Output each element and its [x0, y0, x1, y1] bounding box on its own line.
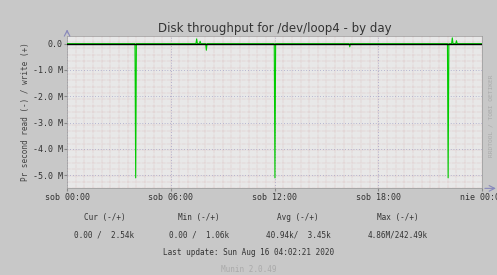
- Text: Cur (-/+): Cur (-/+): [83, 213, 125, 222]
- Text: Min (-/+): Min (-/+): [178, 213, 220, 222]
- Text: Last update: Sun Aug 16 04:02:21 2020: Last update: Sun Aug 16 04:02:21 2020: [163, 248, 334, 257]
- Text: 4.86M/242.49k: 4.86M/242.49k: [368, 231, 427, 240]
- Text: Munin 2.0.49: Munin 2.0.49: [221, 265, 276, 274]
- Text: Avg (-/+): Avg (-/+): [277, 213, 319, 222]
- Y-axis label: Pr second read (-) / write (+): Pr second read (-) / write (+): [21, 43, 30, 182]
- Text: 0.00 /  1.06k: 0.00 / 1.06k: [169, 231, 229, 240]
- Text: Max (-/+): Max (-/+): [377, 213, 418, 222]
- Text: 0.00 /  2.54k: 0.00 / 2.54k: [75, 231, 134, 240]
- Title: Disk throughput for /dev/loop4 - by day: Disk throughput for /dev/loop4 - by day: [158, 21, 392, 35]
- Text: 40.94k/  3.45k: 40.94k/ 3.45k: [266, 231, 331, 240]
- Text: RRDTOOL / TOBI OETIKER: RRDTOOL / TOBI OETIKER: [489, 74, 494, 157]
